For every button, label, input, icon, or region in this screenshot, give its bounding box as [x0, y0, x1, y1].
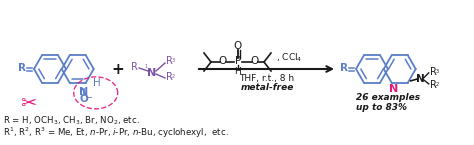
Text: $^3$: $^3$	[435, 68, 439, 74]
Text: N: N	[416, 74, 425, 84]
Text: R = H, OCH$_3$, CH$_3$, Br, NO$_2$, etc.: R = H, OCH$_3$, CH$_3$, Br, NO$_2$, etc.	[3, 115, 140, 127]
Text: H: H	[235, 68, 241, 77]
Text: metal-free: metal-free	[240, 84, 294, 93]
Text: N: N	[79, 87, 88, 97]
Text: $^3$: $^3$	[171, 57, 176, 63]
Text: ✂: ✂	[20, 94, 36, 113]
Text: H: H	[93, 78, 100, 88]
Text: THF, r.t., 8 h: THF, r.t., 8 h	[239, 74, 294, 83]
Text: O: O	[251, 56, 259, 66]
Text: O: O	[79, 94, 88, 104]
Text: N: N	[389, 84, 398, 94]
Text: R: R	[166, 72, 173, 82]
Text: R: R	[430, 67, 437, 77]
Text: N: N	[147, 68, 156, 78]
Text: R: R	[340, 63, 348, 73]
Text: P: P	[235, 56, 241, 66]
Text: $^1$: $^1$	[144, 63, 149, 69]
Text: O: O	[219, 56, 227, 66]
Text: R$^1$, R$^2$, R$^3$ = Me, Et, $n$-Pr, $i$-Pr, $n$-Bu, cyclohexyl,  etc.: R$^1$, R$^2$, R$^3$ = Me, Et, $n$-Pr, $i…	[3, 126, 229, 140]
Text: R: R	[131, 62, 138, 72]
Text: R: R	[166, 56, 173, 66]
Text: −: −	[85, 93, 92, 102]
Text: , CCl$_4$: , CCl$_4$	[276, 52, 302, 64]
Text: +: +	[111, 62, 124, 77]
Text: $^2$: $^2$	[435, 81, 439, 87]
Text: R: R	[430, 80, 437, 90]
Text: $^2$: $^2$	[171, 73, 176, 79]
Text: R: R	[18, 63, 26, 73]
Text: O: O	[234, 41, 242, 51]
Text: 26 examples: 26 examples	[356, 94, 420, 103]
Text: up to 83%: up to 83%	[356, 103, 407, 112]
